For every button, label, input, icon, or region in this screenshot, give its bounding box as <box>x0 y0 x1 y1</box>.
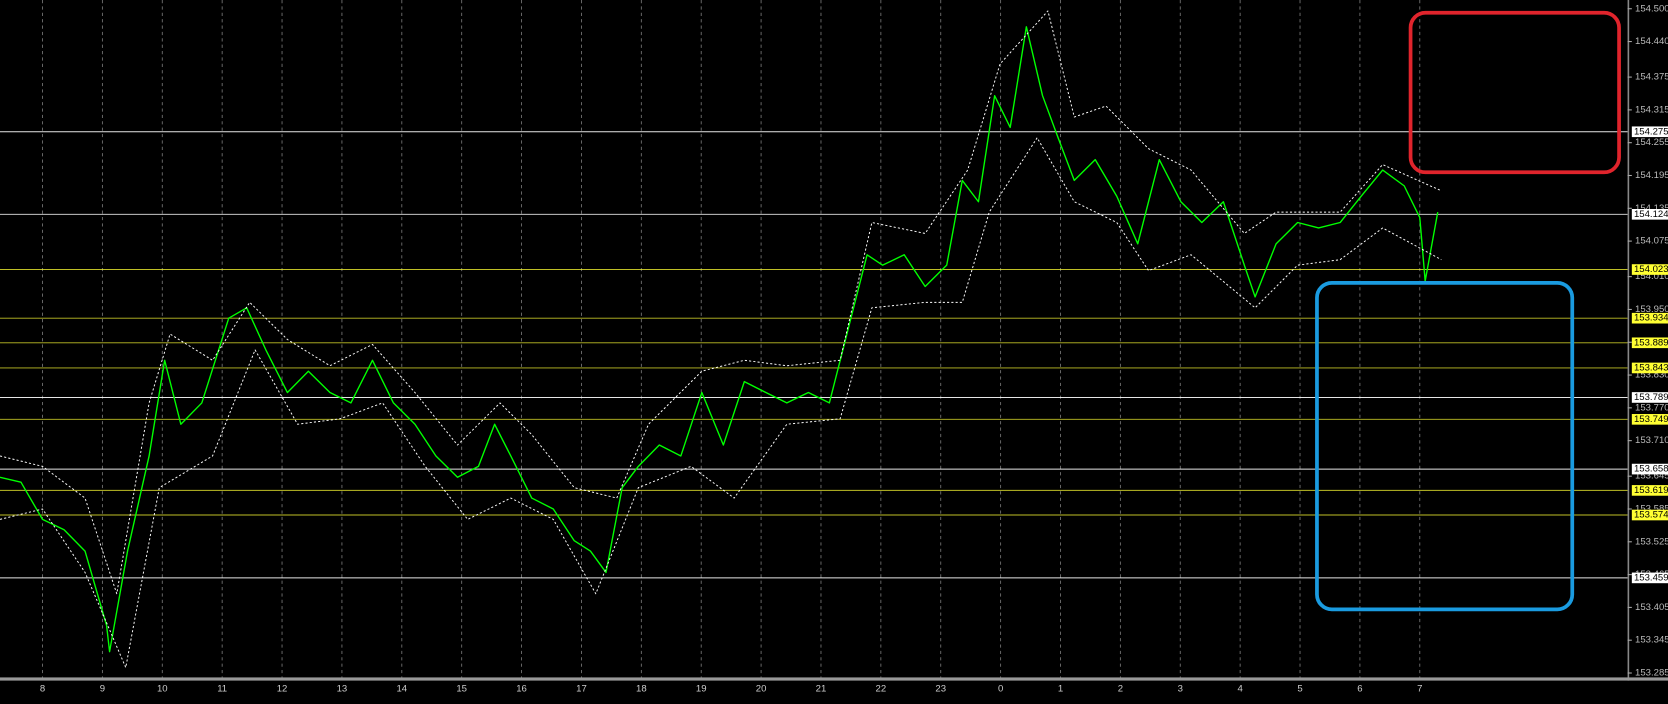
y-tick-label: 154.375 <box>1635 72 1668 83</box>
x-tick-label: 11 <box>217 684 227 695</box>
y-tick-label: 153.525 <box>1635 536 1668 547</box>
x-tick-label: 6 <box>1357 684 1362 695</box>
level-label: 154.124 <box>1634 209 1668 220</box>
x-tick-label: 2 <box>1118 684 1123 695</box>
price-line <box>0 26 1439 653</box>
level-label: 153.889 <box>1634 337 1668 348</box>
level-label: 154.023 <box>1634 264 1668 275</box>
level-label: 153.619 <box>1634 485 1668 496</box>
x-tick-label: 4 <box>1237 684 1243 695</box>
level-label: 153.843 <box>1634 362 1668 373</box>
y-tick-label: 153.830 <box>1635 370 1668 381</box>
x-tick-label: 5 <box>1297 684 1302 695</box>
level-tag <box>1631 509 1668 521</box>
x-tick-label: 14 <box>396 684 407 695</box>
red-box <box>1408 10 1621 175</box>
x-tick-label: 7 <box>1417 684 1422 695</box>
level-tag <box>1631 337 1668 349</box>
y-tick-label: 153.710 <box>1635 435 1668 446</box>
x-tick-label: 8 <box>40 684 45 695</box>
level-label: 153.459 <box>1634 572 1668 583</box>
y-tick-label: 153.645 <box>1635 471 1668 482</box>
lines <box>0 10 1442 669</box>
x-tick-label: 22 <box>876 684 887 695</box>
level-label: 153.574 <box>1634 510 1668 521</box>
x-tick-label: 13 <box>337 684 348 695</box>
y-tick-label: 153.950 <box>1635 304 1668 315</box>
y-tick-label: 153.405 <box>1635 602 1668 613</box>
level-tag <box>1631 414 1668 425</box>
y-tick-label: 154.010 <box>1635 271 1668 282</box>
level-label: 154.275 <box>1634 126 1668 137</box>
level-tag <box>1631 485 1668 496</box>
level-label: 153.658 <box>1634 464 1668 475</box>
x-tick-label: 23 <box>935 684 946 695</box>
y-tick-label: 154.315 <box>1635 104 1668 115</box>
x-tick-label: 9 <box>100 684 105 695</box>
y-tick-label: 154.195 <box>1635 170 1668 181</box>
x-axis <box>0 677 1668 681</box>
x-tick-label: 12 <box>277 684 288 695</box>
x-tick-label: 17 <box>576 684 587 695</box>
y-tick-label: 154.075 <box>1635 236 1668 247</box>
x-tick-label: 10 <box>157 684 168 695</box>
x-tick-label: 3 <box>1178 684 1183 695</box>
x-tick-label: 18 <box>636 684 647 695</box>
y-tick-label: 153.345 <box>1635 635 1668 646</box>
level-tag <box>1631 312 1668 324</box>
y-tick-label: 153.585 <box>1635 504 1668 515</box>
level-tag <box>1631 463 1668 475</box>
x-tick-label: 20 <box>756 684 767 695</box>
level-label: 153.934 <box>1634 313 1668 324</box>
level-tag <box>1631 362 1668 374</box>
x-tick-label: 19 <box>696 684 707 695</box>
blue-box <box>1315 281 1575 612</box>
x-tick-label: 16 <box>516 684 527 695</box>
y-tick-label: 154.500 <box>1635 3 1668 14</box>
level-tag <box>1631 572 1668 584</box>
levels <box>0 131 1628 579</box>
level-tag <box>1631 264 1668 275</box>
x-tick-label: 21 <box>816 684 827 695</box>
level-tag <box>1631 208 1668 220</box>
y-tick-label: 154.440 <box>1635 36 1668 47</box>
y-tick-label: 153.285 <box>1635 668 1668 679</box>
axes: 8 9 10 11 12 13 14 15 16 17 18 19 20 21 22 23 0 1 2 3 4 5 6 715… <box>40 3 1668 695</box>
level-label: 153.749 <box>1634 414 1668 425</box>
y-tick-label: 154.135 <box>1635 203 1668 214</box>
level-tag <box>1631 392 1668 403</box>
level-label: 153.789 <box>1634 392 1668 403</box>
y-tick-label: 154.255 <box>1635 137 1668 148</box>
y-axis <box>1627 0 1630 681</box>
level-tag <box>1631 126 1668 138</box>
x-tick-label: 0 <box>998 684 1003 695</box>
x-tick-label: 15 <box>456 684 467 695</box>
x-tick-label: 1 <box>1058 684 1063 695</box>
y-tick-label: 153.770 <box>1635 402 1668 413</box>
